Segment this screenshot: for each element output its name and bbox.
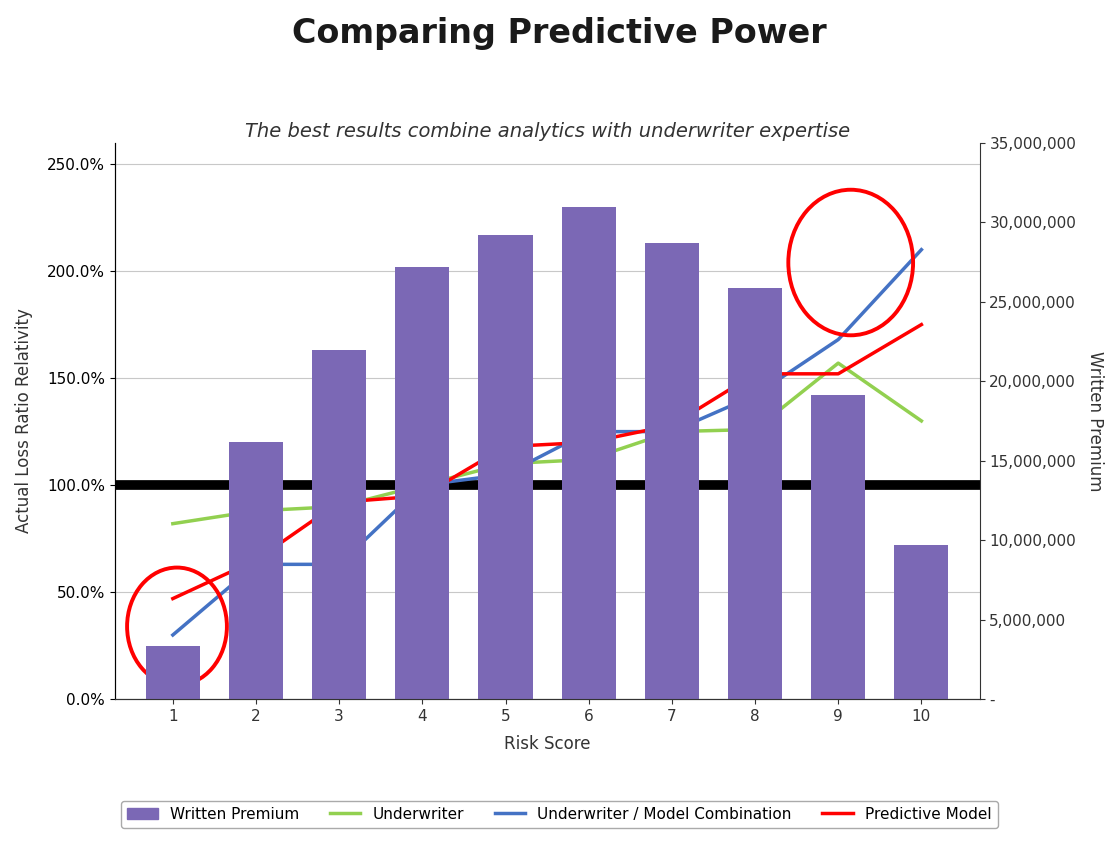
Bar <box>479 235 533 699</box>
Predictive Model <box>499 441 513 452</box>
Bar <box>229 442 283 699</box>
Bar <box>894 545 949 699</box>
Predictive Model <box>582 437 595 447</box>
Underwriter / Model Combination <box>166 630 179 640</box>
Underwriter / Model Combination <box>914 245 928 255</box>
Line: Underwriter / Model Combination: Underwriter / Model Combination <box>172 250 921 635</box>
Predictive Model <box>665 420 678 430</box>
Underwriter <box>166 518 179 528</box>
Underwriter <box>665 426 678 436</box>
Predictive Model <box>250 555 263 565</box>
Underwriter <box>499 458 513 468</box>
Underwriter <box>582 454 595 464</box>
Legend: Written Premium, Underwriter, Underwriter / Model Combination, Predictive Model: Written Premium, Underwriter, Underwrite… <box>121 801 998 828</box>
Underwriter / Model Combination <box>332 560 346 570</box>
Underwriter <box>831 358 845 368</box>
Underwriter <box>749 425 762 435</box>
Underwriter / Model Combination <box>665 426 678 436</box>
Bar <box>728 288 782 699</box>
Line: Predictive Model: Predictive Model <box>172 325 921 598</box>
Bar <box>312 350 366 699</box>
Predictive Model <box>332 497 346 507</box>
Text: Comparing Predictive Power: Comparing Predictive Power <box>292 17 827 50</box>
Predictive Model <box>914 320 928 330</box>
Bar <box>645 243 699 699</box>
Bar <box>562 207 615 699</box>
Y-axis label: Actual Loss Ratio Relativity: Actual Loss Ratio Relativity <box>15 309 32 533</box>
Predictive Model <box>166 593 179 603</box>
X-axis label: Risk Score: Risk Score <box>504 735 591 753</box>
Underwriter / Model Combination <box>749 390 762 400</box>
Underwriter <box>415 480 429 490</box>
Bar <box>811 395 865 699</box>
Underwriter / Model Combination <box>831 334 845 344</box>
Underwriter <box>332 501 346 511</box>
Predictive Model <box>749 369 762 379</box>
Underwriter / Model Combination <box>415 480 429 490</box>
Underwriter / Model Combination <box>499 469 513 479</box>
Title: The best results combine analytics with underwriter expertise: The best results combine analytics with … <box>245 122 849 141</box>
Bar <box>395 267 450 699</box>
Underwriter / Model Combination <box>250 560 263 570</box>
Underwriter / Model Combination <box>582 426 595 436</box>
Y-axis label: Written Premium: Written Premium <box>1087 350 1104 491</box>
Underwriter <box>914 416 928 426</box>
Bar <box>145 646 200 699</box>
Predictive Model <box>415 490 429 500</box>
Line: Underwriter: Underwriter <box>172 363 921 523</box>
Predictive Model <box>831 369 845 379</box>
Underwriter <box>250 506 263 516</box>
